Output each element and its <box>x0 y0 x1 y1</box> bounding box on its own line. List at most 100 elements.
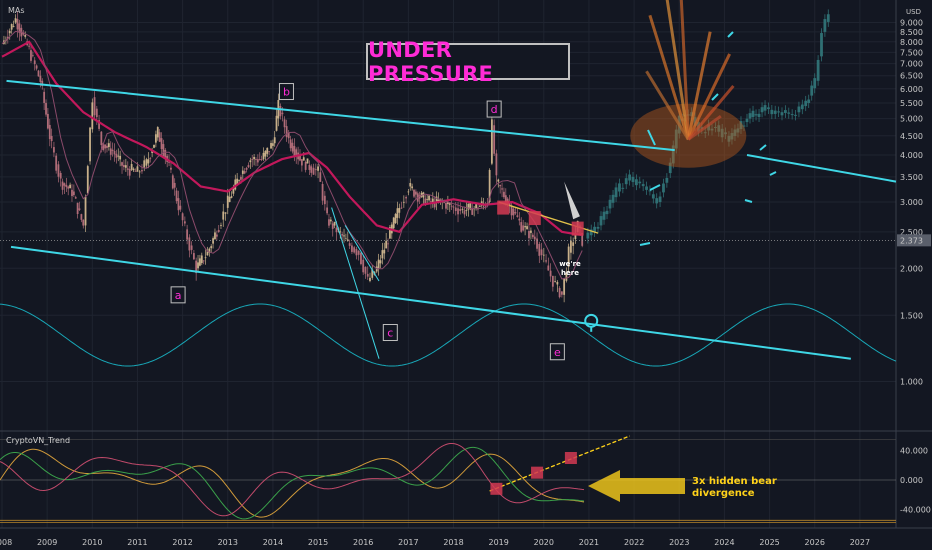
x-tick-label: 2008 <box>0 538 12 547</box>
candle-body <box>524 226 527 228</box>
x-tick-label: 2019 <box>488 538 508 547</box>
candle-body <box>69 184 72 189</box>
candle-body <box>317 166 319 171</box>
candle-body <box>55 155 58 171</box>
candle-body <box>18 23 21 33</box>
candle-body <box>30 50 32 61</box>
candle-body <box>418 194 421 199</box>
candle-body <box>41 80 44 87</box>
chart-title: UNDER PRESSURE <box>368 37 494 86</box>
candle-body <box>405 197 408 199</box>
candle-body <box>389 227 391 239</box>
explosion-ray <box>687 84 735 141</box>
explosion-ray <box>665 0 690 140</box>
projection-candle <box>703 132 707 134</box>
candle-body <box>264 150 267 157</box>
upper-trendline-right <box>746 154 897 183</box>
projection-candle <box>717 125 721 132</box>
candle-body <box>272 143 274 146</box>
candle-body <box>195 260 198 274</box>
candle-body <box>158 132 161 142</box>
candle-body <box>457 208 459 215</box>
candle-body <box>465 210 468 211</box>
c-wave-line-2 <box>344 225 380 282</box>
candle-body <box>428 195 430 201</box>
candle-body <box>283 119 286 128</box>
projection-candle <box>720 128 724 138</box>
candle-body <box>273 137 276 144</box>
divergence-annotation: 3x hidden bear divergence <box>692 476 777 499</box>
candle-body <box>251 159 254 160</box>
candle-body <box>343 235 345 237</box>
candle-body <box>151 151 154 154</box>
title-box: UNDER PRESSURE <box>366 38 570 86</box>
projection-candle <box>724 132 727 135</box>
candle-body <box>37 70 40 77</box>
oscillator-label[interactable]: CryptoVN_Trend <box>6 436 71 445</box>
projection-candle <box>826 14 830 22</box>
candle-body <box>173 182 176 188</box>
candles <box>3 11 584 303</box>
candle-body <box>574 233 577 240</box>
candle-body <box>82 219 85 226</box>
projection-candle <box>777 111 781 113</box>
x-tick-label: 2009 <box>37 538 57 547</box>
y-tick-label: 1.000 <box>900 378 923 387</box>
candle-body <box>113 151 116 155</box>
explosion-dash <box>711 93 719 101</box>
candle-body <box>6 36 9 39</box>
candle-body <box>126 168 129 170</box>
projection-candle <box>745 118 749 123</box>
candle-body <box>445 202 447 209</box>
candle-body <box>91 102 94 130</box>
candle-body <box>304 162 307 170</box>
candle-body <box>394 214 397 224</box>
projection-candle <box>665 177 669 183</box>
candle-body <box>208 248 211 253</box>
candle-body <box>341 234 344 236</box>
projection-candle <box>589 229 593 236</box>
projection-candle <box>804 100 808 107</box>
projection-candle <box>823 19 827 32</box>
candle-body <box>287 132 290 139</box>
candle-body <box>371 269 374 278</box>
candle-body <box>181 213 184 221</box>
divergence-arrow <box>588 470 685 502</box>
upper-trendline <box>6 79 675 152</box>
candle-body <box>289 139 292 149</box>
wave-label-box <box>486 100 502 118</box>
candle-body <box>407 191 410 193</box>
candle-body <box>8 30 11 34</box>
candle-body <box>164 149 167 158</box>
explosion-ray <box>679 0 690 140</box>
candle-body <box>512 208 515 216</box>
explosion-dash <box>639 242 651 246</box>
lower-trendline <box>10 245 851 360</box>
y-tick-label: 6.000 <box>900 85 923 94</box>
candle-body <box>12 26 15 27</box>
projection-candle <box>736 128 740 133</box>
candle-body <box>501 188 503 190</box>
x-tick-label: 2027 <box>850 538 870 547</box>
candle-body <box>48 124 51 140</box>
candle-body <box>351 245 353 252</box>
candle-body <box>533 236 536 240</box>
projection-candle <box>674 129 678 149</box>
candle-body <box>102 143 105 151</box>
candle-body <box>475 204 477 208</box>
candle-body <box>106 145 108 148</box>
candle-body <box>57 164 60 177</box>
candle-body <box>183 221 186 224</box>
osc-line <box>0 443 585 517</box>
candle-body <box>238 180 240 182</box>
candle-body <box>190 245 193 250</box>
candle-body <box>369 277 371 282</box>
x-tick-label: 2023 <box>669 538 689 547</box>
explosion-dash <box>759 144 767 151</box>
x-tick-label: 2026 <box>805 538 825 547</box>
y-tick-label: 7.500 <box>900 48 923 57</box>
explosion-dash <box>647 129 656 146</box>
candle-body <box>528 231 530 239</box>
projection-candle <box>624 178 628 185</box>
indicator-label[interactable]: MAs <box>8 6 25 15</box>
